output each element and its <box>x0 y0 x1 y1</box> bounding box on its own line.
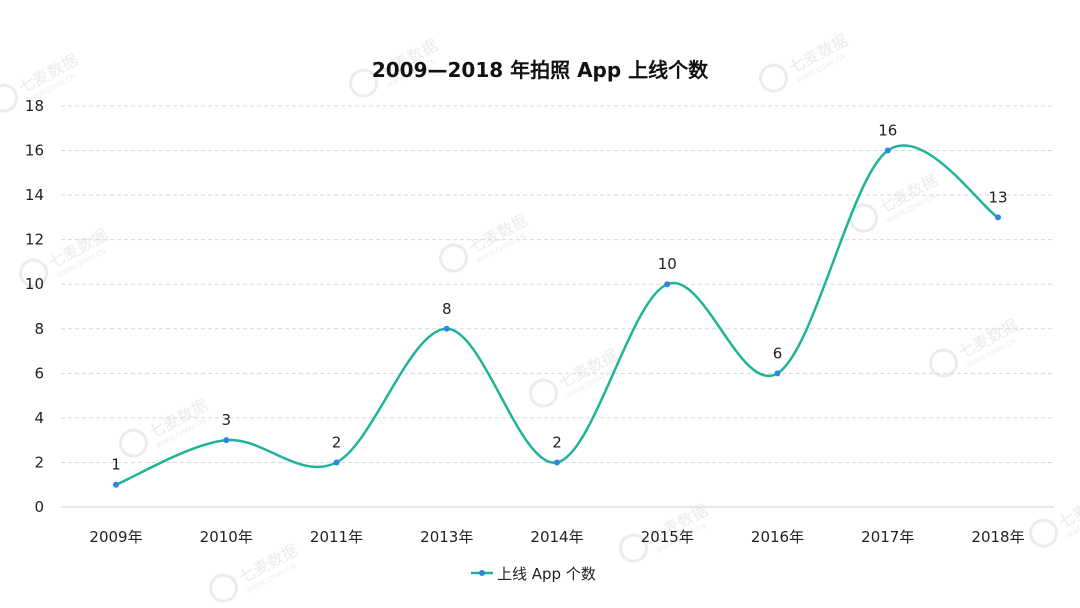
watermark-logo <box>849 203 879 233</box>
x-tick-label: 2017年 <box>861 528 914 546</box>
series-layer <box>113 144 1001 488</box>
y-tick-label: 4 <box>34 409 44 427</box>
data-point <box>333 459 340 466</box>
x-tick-label: 2016年 <box>751 528 804 546</box>
x-tick-label: 2014年 <box>530 528 583 546</box>
watermark-logo <box>759 63 789 93</box>
chart-title: 2009—2018 年拍照 App 上线个数 <box>372 58 709 82</box>
y-tick-label: 10 <box>25 275 44 293</box>
data-label: 16 <box>878 122 897 140</box>
y-tick-label: 8 <box>34 320 44 338</box>
series-line <box>114 144 1000 486</box>
y-tick-label: 2 <box>34 453 44 471</box>
watermark-logo <box>19 258 49 288</box>
x-tick-label: 2010年 <box>200 528 253 546</box>
data-point <box>774 370 781 377</box>
data-point <box>443 325 450 332</box>
x-tick-label: 2013年 <box>420 528 473 546</box>
watermark-logo <box>119 428 149 458</box>
data-label: 1 <box>111 456 121 474</box>
legend-label: 上线 App 个数 <box>497 565 596 583</box>
data-label: 13 <box>988 188 1007 206</box>
data-point <box>995 214 1001 221</box>
data-label: 2 <box>332 433 342 451</box>
y-tick-label: 18 <box>25 97 44 115</box>
y-tick-label: 0 <box>34 498 44 516</box>
y-tick-label: 16 <box>25 142 44 160</box>
legend-marker <box>479 570 485 576</box>
data-point <box>223 437 230 444</box>
watermark-logo <box>1029 518 1059 548</box>
watermark-logo <box>439 243 469 273</box>
y-tick-label: 12 <box>25 231 44 249</box>
watermark-logo <box>529 378 559 408</box>
watermark-logo <box>0 83 19 113</box>
watermark-logo <box>209 573 239 603</box>
data-point <box>113 481 119 488</box>
data-label: 2 <box>552 433 562 451</box>
data-point <box>884 147 891 154</box>
watermark-logo <box>349 68 379 98</box>
data-label: 10 <box>658 255 677 273</box>
data-point <box>554 459 560 466</box>
gridlines <box>61 105 1054 463</box>
data-point <box>664 281 671 288</box>
data-label: 8 <box>442 300 452 318</box>
data-label: 6 <box>773 344 783 362</box>
x-tick-label: 2009年 <box>89 528 142 546</box>
x-tick-label: 2011年 <box>310 528 363 546</box>
legend: 上线 App 个数 <box>471 565 596 583</box>
data-label: 3 <box>221 411 231 429</box>
y-tick-label: 6 <box>34 364 44 382</box>
x-tick-label: 2015年 <box>641 528 694 546</box>
y-tick-label: 14 <box>25 186 44 204</box>
watermark-logo <box>619 533 649 563</box>
watermark-text: 七麦数据 <box>1056 485 1080 532</box>
x-tick-label: 2018年 <box>971 528 1024 546</box>
watermark-logo <box>929 348 959 378</box>
